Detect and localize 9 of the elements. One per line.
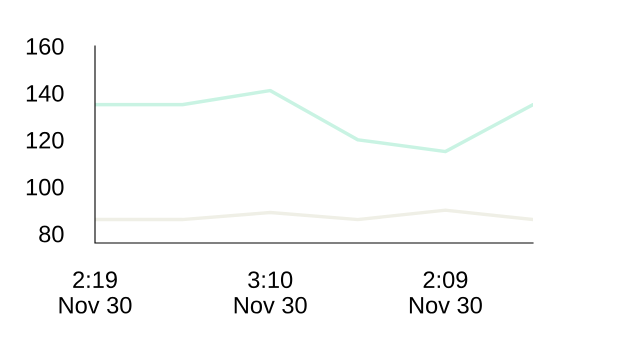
y-tick-label: 160: [26, 38, 64, 55]
y-tick-label: 100: [26, 178, 64, 196]
y-tick-label: 140: [26, 84, 64, 102]
x-tick-label: 2:19 Nov 30: [60, 271, 132, 314]
x-tick-label: 2:09 Nov 30: [410, 271, 482, 314]
line-series: [95, 88, 533, 154]
x-tick-label: 3:10 Nov 30: [234, 271, 307, 314]
y-tick-label: 120: [26, 132, 64, 149]
y-tick-label: 80: [39, 226, 64, 242]
